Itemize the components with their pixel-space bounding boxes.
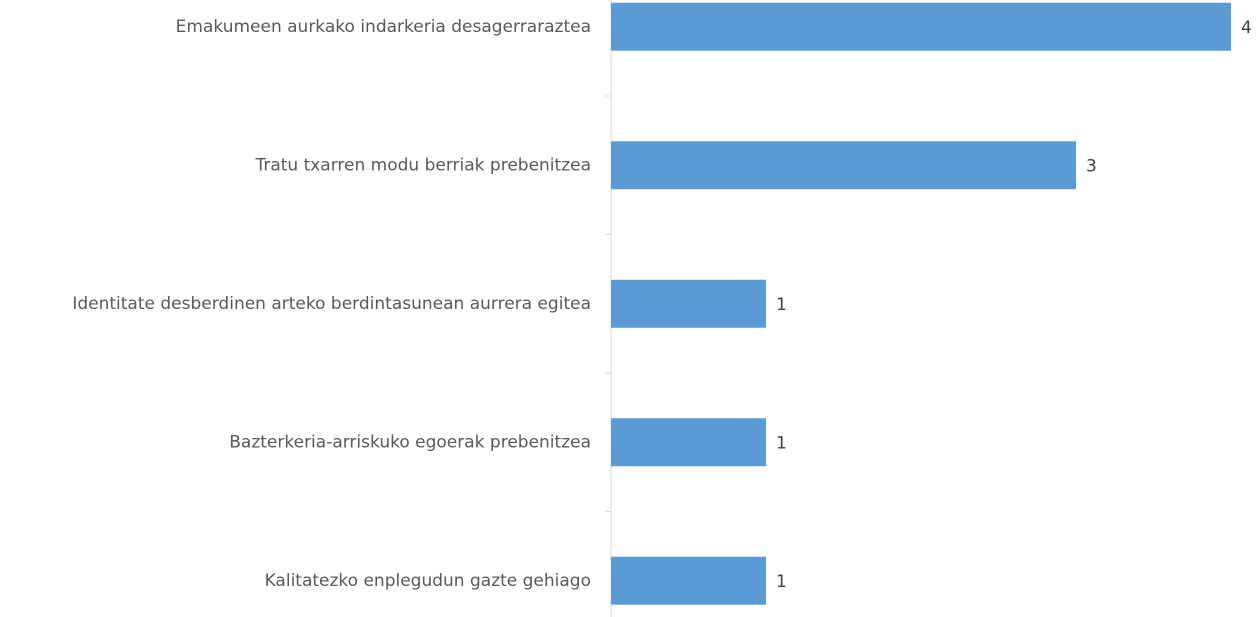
y-tick-label: Identitate desberdinen arteko berdintasu…: [72, 294, 591, 314]
bar: [611, 418, 766, 467]
value-label: 4: [1241, 18, 1252, 38]
value-label: 1: [776, 433, 787, 453]
bar: [611, 2, 1231, 51]
value-label: 3: [1086, 156, 1097, 176]
value-label: 1: [776, 572, 787, 592]
y-tick-label: Emakumeen aurkako indarkeria desagerrara…: [176, 17, 591, 37]
y-tick-label: Kalitatezko enplegudun gazte gehiago: [265, 571, 591, 591]
value-label: 1: [776, 295, 787, 315]
bar: [611, 141, 1076, 190]
y-tick-label: Bazterkeria-arriskuko egoerak prebenitze…: [229, 432, 591, 452]
bar: [611, 556, 766, 605]
bar: [611, 279, 766, 328]
y-tick-label: Tratu txarren modu berriak prebenitzea: [254, 155, 591, 175]
